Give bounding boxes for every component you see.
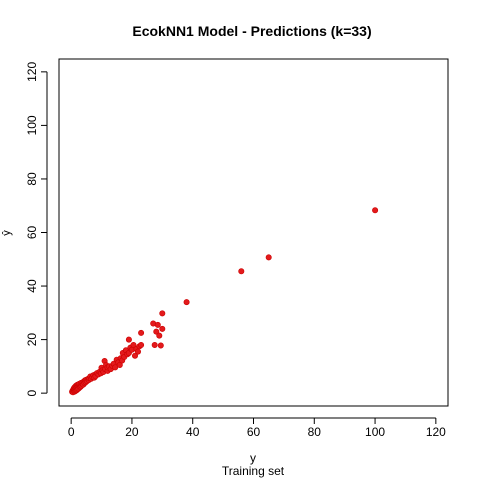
y-tick-label: 120 bbox=[25, 62, 39, 82]
x-tick-label: 40 bbox=[186, 425, 200, 439]
x-axis: 0 20 40 60 80 100 120 bbox=[68, 417, 446, 439]
data-points bbox=[69, 207, 379, 396]
x-tick-label: 20 bbox=[125, 425, 139, 439]
data-point bbox=[183, 299, 190, 306]
data-point bbox=[151, 341, 158, 348]
data-point bbox=[132, 352, 139, 359]
data-point bbox=[135, 348, 142, 355]
y-axis: 0 20 40 60 80 100 120 bbox=[25, 62, 48, 396]
y-tick-label: 0 bbox=[25, 389, 39, 396]
data-point bbox=[159, 325, 166, 332]
data-point bbox=[125, 336, 132, 343]
data-point bbox=[157, 342, 164, 349]
data-point bbox=[138, 341, 145, 348]
x-tick-label: 120 bbox=[426, 425, 446, 439]
data-point bbox=[156, 332, 163, 339]
x-axis-subtitle: Training set bbox=[222, 464, 285, 478]
x-axis-label: y bbox=[250, 451, 256, 465]
data-point bbox=[238, 268, 245, 275]
y-tick-label: 40 bbox=[25, 279, 39, 293]
x-tick-label: 80 bbox=[308, 425, 322, 439]
y-axis-label: ŷ bbox=[1, 230, 13, 236]
data-point bbox=[130, 341, 137, 348]
data-point bbox=[265, 254, 272, 261]
x-tick-label: 60 bbox=[247, 425, 261, 439]
y-tick-label: 100 bbox=[25, 115, 39, 135]
data-point bbox=[138, 329, 145, 336]
x-tick-label: 0 bbox=[68, 425, 75, 439]
data-point bbox=[154, 321, 161, 328]
y-tick-label: 60 bbox=[25, 226, 39, 240]
data-point bbox=[112, 364, 119, 371]
plot-frame bbox=[58, 58, 449, 407]
x-tick-label: 100 bbox=[365, 425, 385, 439]
data-point bbox=[372, 207, 379, 214]
y-tick-label: 80 bbox=[25, 172, 39, 186]
data-point bbox=[153, 328, 160, 335]
y-tick-label: 20 bbox=[25, 333, 39, 347]
data-point bbox=[159, 310, 166, 317]
chart-title: EcokNN1 Model - Predictions (k=33) bbox=[132, 23, 371, 39]
